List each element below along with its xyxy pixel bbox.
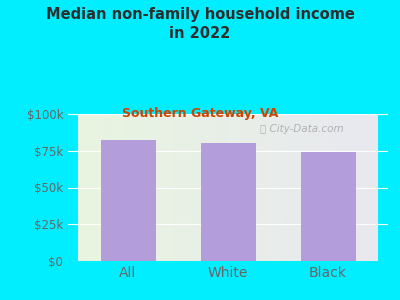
Bar [300,152,356,261]
Text: Southern Gateway, VA: Southern Gateway, VA [122,106,278,119]
Bar [100,140,156,261]
Bar [200,143,256,261]
Text: ⓘ City-Data.com: ⓘ City-Data.com [260,124,344,134]
Text: Median non-family household income
in 2022: Median non-family household income in 20… [46,8,354,41]
